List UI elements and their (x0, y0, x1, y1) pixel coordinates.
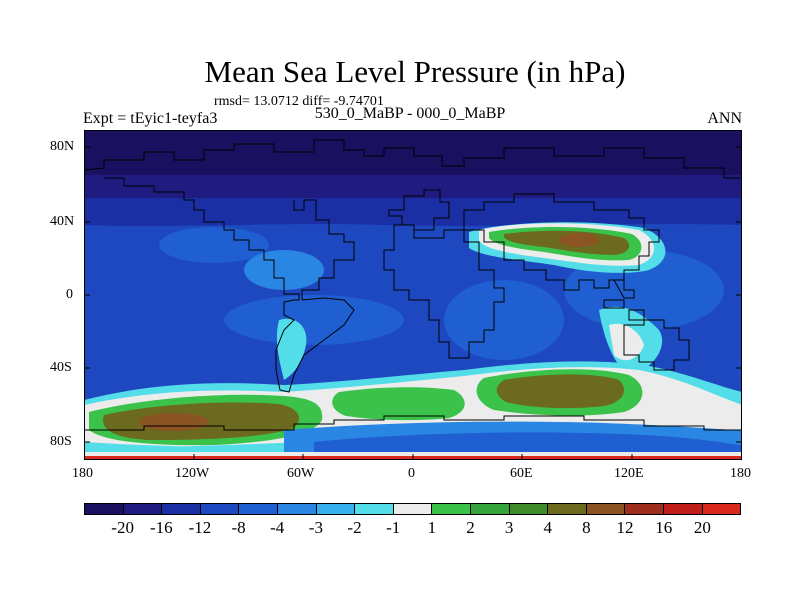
colorbar-label: 3 (504, 518, 514, 537)
northern-midlat-band (84, 198, 742, 226)
colorbar-swatch (85, 504, 123, 514)
colorbar-label: 4 (543, 518, 553, 537)
colorbar-swatch (122, 504, 162, 514)
arctic-coast (84, 139, 742, 179)
tick-marks (84, 146, 742, 460)
lat-tick-label: 80N (50, 139, 75, 154)
southern-green-mid (332, 387, 465, 421)
lon-tick-label: 60W (287, 466, 315, 481)
field-patch (159, 227, 269, 263)
colorbar-swatch (354, 504, 393, 514)
north-america-east-coast (293, 199, 355, 300)
colorbar-swatch (431, 504, 470, 514)
lon-tick-label: 120W (175, 466, 210, 481)
colorbar-swatch (199, 504, 239, 514)
maritime-white (609, 323, 644, 361)
rmsd-diff-stats: rmsd= 13.0712 diff= -9.74701 (214, 94, 384, 109)
colorbar-swatch (469, 504, 509, 514)
colorbar-label: 12 (616, 518, 634, 537)
colorbar (84, 503, 741, 515)
southern-core-west (139, 413, 209, 431)
north-polar-core (84, 130, 742, 175)
colorbar-swatch (547, 504, 586, 514)
colorbar-label: -4 (270, 518, 285, 537)
colorbar-label: -20 (111, 518, 134, 537)
colorbar-swatch (585, 504, 625, 514)
lon-tick-label: 120E (614, 466, 644, 481)
australia (623, 319, 690, 371)
field-patch (224, 295, 404, 345)
north-america-west-coast (104, 177, 300, 301)
lon-tick-label: 180 (72, 466, 93, 481)
lat-tick-label: 80S (50, 434, 72, 449)
colorbar-label: 20 (693, 518, 711, 537)
coastlines (84, 139, 742, 431)
colorbar-label: -2 (347, 518, 362, 537)
colorbar-swatch (701, 504, 741, 514)
eurasia (463, 193, 660, 291)
colorbar-swatch (238, 504, 277, 514)
colorbar-swatch (276, 504, 316, 514)
lon-tick-label: 180 (730, 466, 751, 481)
africa (383, 224, 505, 359)
colorbar-swatch (161, 504, 200, 514)
asian-high-core (559, 233, 599, 247)
colorbar-label: 2 (466, 518, 475, 537)
pressure-map (84, 130, 742, 460)
lon-tick-label: 60E (510, 466, 533, 481)
colorbar-label: -12 (188, 518, 212, 537)
europe (388, 189, 450, 231)
colorbar-swatch (662, 504, 702, 514)
field-patch (444, 280, 564, 360)
plot-title: Mean Sea Level Pressure (in hPa) (204, 54, 626, 89)
colorbar-label: -3 (308, 518, 323, 537)
antarctica-coast (84, 415, 742, 431)
experiment-label: Expt = tEyic1-teyfa3 (83, 110, 218, 127)
colorbar-label: -16 (149, 518, 173, 537)
lat-tick-label: 40S (50, 360, 72, 375)
colorbar-label: 8 (582, 518, 591, 537)
colorbar-labels: -20 -16 -12 -8 -4 -3 -2 -1 1 2 3 4 8 12 16 20 (84, 518, 741, 542)
colorbar-swatch (392, 504, 432, 514)
colorbar-swatch (508, 504, 548, 514)
colorbar-label: 16 (655, 518, 673, 537)
comparison-label: 530_0_MaBP - 000_0_MaBP (314, 105, 506, 122)
colorbar-label: 1 (427, 518, 437, 537)
colorbar-label: -1 (386, 518, 401, 537)
colorbar-label: -8 (231, 518, 246, 537)
colorbar-swatch (315, 504, 355, 514)
southern-olive-east (496, 374, 624, 409)
lon-tick-label: 0 (408, 466, 415, 481)
south-america (275, 297, 355, 393)
andes-cyan (276, 318, 307, 380)
season-label: ANN (707, 110, 742, 127)
lat-tick-label: 40N (50, 214, 75, 229)
colorbar-swatch (624, 504, 663, 514)
lat-tick-label: 0 (66, 287, 73, 302)
